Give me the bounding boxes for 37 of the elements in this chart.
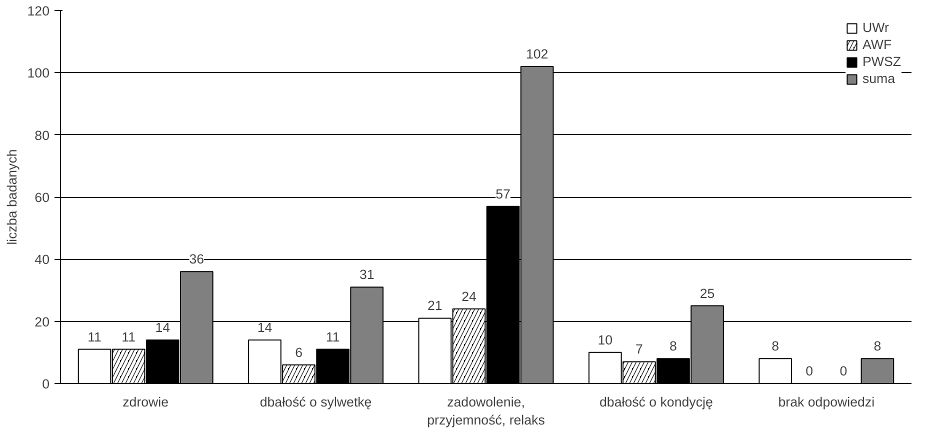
data-label: 6 xyxy=(295,344,302,360)
data-label: 8 xyxy=(874,338,882,354)
data-label: 57 xyxy=(496,186,510,202)
data-label: 21 xyxy=(428,298,442,314)
data-label: 7 xyxy=(635,342,643,357)
data-label: 10 xyxy=(598,332,613,348)
y-tick-label: 100 xyxy=(27,66,50,81)
data-label: 0 xyxy=(840,364,848,378)
data-label: 31 xyxy=(359,267,374,282)
data-label: 36 xyxy=(189,252,204,267)
data-label: 11 xyxy=(122,329,136,344)
y-tick-label: 120 xyxy=(27,4,50,18)
data-label: 25 xyxy=(700,286,715,301)
x-tick-label: brak odpowiedzi xyxy=(778,394,875,410)
y-tick-label: 0 xyxy=(42,376,50,392)
y-tick-label: 40 xyxy=(34,252,50,268)
y-tick-label: 60 xyxy=(34,190,50,205)
legend-label: UWr xyxy=(862,20,889,35)
data-label: 24 xyxy=(462,288,477,304)
y-tick-label: 80 xyxy=(34,128,50,143)
x-tick-label: zadowolenie, przyjemność, relaks xyxy=(427,394,546,428)
y-tick-label: 20 xyxy=(34,314,50,330)
x-tick-label: zdrowie xyxy=(122,394,169,410)
legend-label: suma xyxy=(862,71,896,86)
data-label: 0 xyxy=(806,364,814,378)
data-label: 102 xyxy=(526,46,548,62)
data-label: 8 xyxy=(772,338,780,354)
x-tick-label: dbałość o sylwetkę xyxy=(260,394,372,410)
data-label: 11 xyxy=(326,329,340,344)
data-label: 14 xyxy=(155,320,171,335)
data-label: 8 xyxy=(670,338,677,354)
legend-label: AWF xyxy=(862,37,892,52)
data-label: 14 xyxy=(257,320,273,335)
data-label: 11 xyxy=(88,329,102,344)
y-axis-title: liczba badanych xyxy=(4,149,20,245)
legend-label: PWSZ xyxy=(862,54,901,69)
x-tick-label: dbałość o kondycję xyxy=(600,394,713,410)
